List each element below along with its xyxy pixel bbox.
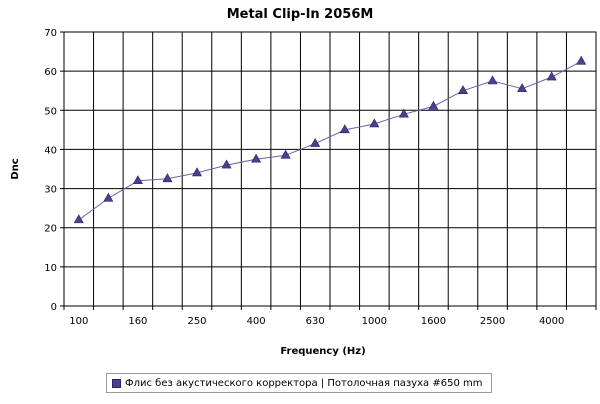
data-point-marker [428,100,439,110]
data-point-marker [487,75,498,85]
y-tick-label: 0 [51,302,57,313]
legend-swatch [112,378,121,388]
x-axis-label: Frequency (Hz) [280,346,365,357]
data-point-marker [162,173,173,183]
x-tick-label: 1000 [362,316,387,327]
data-point-marker [369,118,380,128]
series-line [78,60,582,221]
data-point-marker [251,153,262,163]
x-tick-label: 1600 [421,316,446,327]
axes: 0 10 20 30 40 50 60 70 100 160 250 400 630 1000 1600 25… [44,28,597,327]
data-point-marker [280,149,291,159]
data-point-marker [576,55,587,65]
x-tick-label: 630 [306,316,325,327]
data-point-marker [221,159,232,169]
y-tick-label: 30 [44,185,57,196]
data-point-marker [546,71,557,81]
y-tick-label: 20 [44,224,57,235]
y-axis-label: Dnc [10,158,21,179]
legend-label: Флис без акустического корректора | Пото… [125,377,483,389]
x-tick-label: 160 [128,316,147,327]
x-tick-label: 2500 [480,316,505,327]
data-point-marker [73,214,84,224]
grid [63,31,597,307]
data-point-marker [103,192,114,202]
x-tick-label: 100 [69,316,88,327]
data-point-marker [339,124,350,134]
data-point-marker [191,167,203,177]
y-tick-label: 10 [44,263,57,274]
x-tick-label: 400 [247,316,266,327]
data-point-marker [517,83,528,93]
series [73,55,587,224]
data-point-marker [457,85,469,95]
data-point-marker [310,137,321,147]
y-tick-label: 50 [44,106,57,117]
x-tick-label: 250 [187,316,206,327]
data-point-marker [132,175,143,185]
legend: Флис без акустического корректора | Пото… [106,373,492,393]
data-point-marker [398,108,409,118]
y-tick-label: 40 [44,145,57,156]
x-tick-label: 4000 [539,316,564,327]
y-tick-label: 60 [44,67,57,78]
y-tick-label: 70 [44,28,57,39]
chart-title: Metal Clip-In 2056M [227,7,374,22]
